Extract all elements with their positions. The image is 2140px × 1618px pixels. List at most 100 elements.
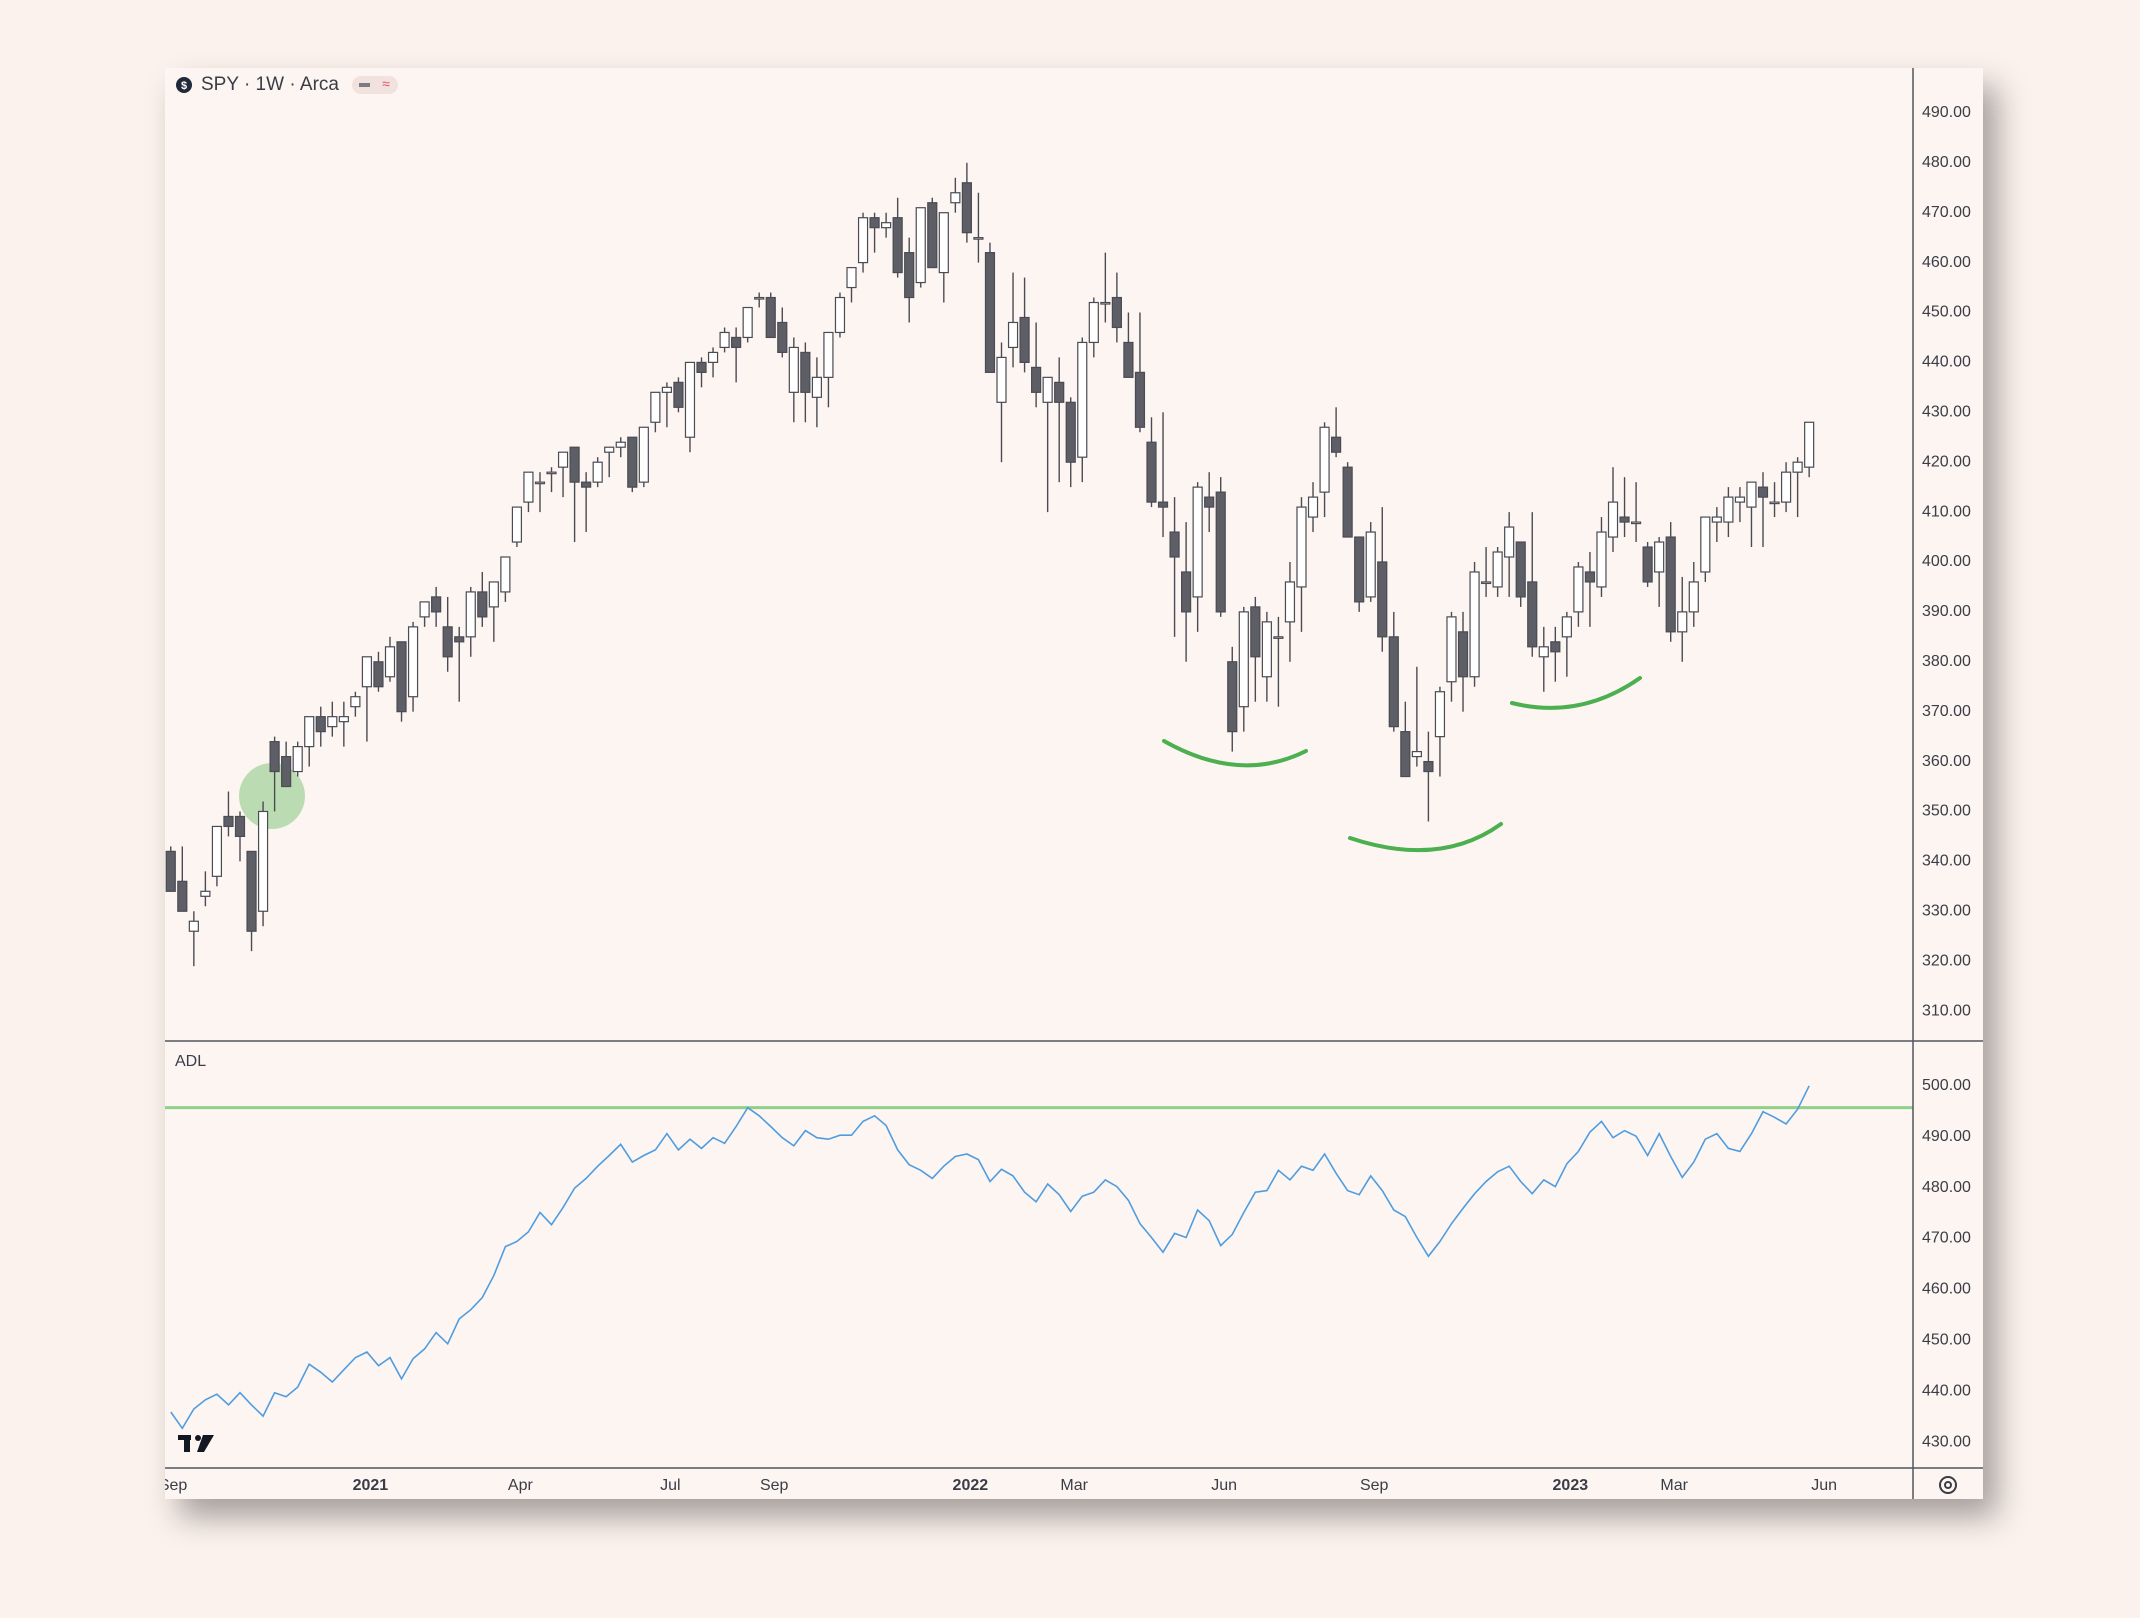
symbol-icon-glyph: $ <box>181 80 187 92</box>
candle-body <box>927 202 938 269</box>
candle-body <box>488 581 499 608</box>
candle-body <box>1192 486 1203 598</box>
price-pane <box>165 162 1815 967</box>
candle-body <box>754 296 765 300</box>
candle-body <box>419 601 430 618</box>
candle-body <box>915 207 926 284</box>
arc <box>1162 739 1308 768</box>
candle-body <box>1469 571 1480 678</box>
candle-body <box>1354 536 1365 603</box>
candle-body <box>1065 401 1076 463</box>
y-tick-label: 420.00 <box>1922 453 1971 470</box>
y-tick-label: 340.00 <box>1922 853 1971 870</box>
candle-body <box>1584 571 1596 583</box>
candle-body <box>1261 621 1272 678</box>
arc <box>1510 676 1642 710</box>
candle-body <box>984 252 996 373</box>
candle-body <box>823 331 834 378</box>
candle-body <box>1215 491 1226 613</box>
candle-body <box>1746 481 1757 508</box>
candle-body <box>1134 371 1146 428</box>
candle-body <box>581 481 592 488</box>
candle-body <box>315 716 326 733</box>
candle-body <box>1550 641 1561 653</box>
candle-body <box>1007 321 1019 349</box>
candle-body <box>1804 421 1815 468</box>
candle-body <box>1227 661 1238 733</box>
y-tick-label: 470.00 <box>1922 204 1971 221</box>
y-tick-label: 390.00 <box>1922 603 1971 620</box>
status-icon: ≈ <box>382 76 390 92</box>
y-tick-label: 450.00 <box>1922 304 1971 321</box>
candle-body <box>881 222 892 229</box>
adl-pane <box>165 1085 1913 1430</box>
candle-body <box>996 356 1007 403</box>
chart-panel <box>165 68 1983 1499</box>
highlight-circle <box>239 763 305 829</box>
candle-body <box>384 646 396 678</box>
candle-body <box>938 212 949 274</box>
candle-body <box>1400 731 1411 778</box>
candle-body <box>1019 316 1030 363</box>
candle-body <box>511 506 523 543</box>
x-tick-label: 2022 <box>953 1477 989 1494</box>
candle-body <box>396 641 407 713</box>
candle-body <box>811 376 822 398</box>
y-tick-label: 380.00 <box>1922 653 1971 670</box>
candle-body <box>615 441 626 448</box>
candle-body <box>257 810 269 912</box>
candle-body <box>1307 496 1319 518</box>
candle-body <box>534 481 546 485</box>
time-axis: Sep 2021 Apr Jul Sep 2022 Mar Jun Sep 2023 Mar Jun <box>159 1477 1837 1494</box>
candle-body <box>650 391 661 423</box>
candle-body <box>361 656 373 688</box>
candle-body <box>546 471 557 475</box>
y-tick-label: 440.00 <box>1922 354 1971 371</box>
candle-body <box>592 461 603 483</box>
candle-body <box>281 755 292 788</box>
y-tick-label: 490.00 <box>1922 1128 1971 1145</box>
y-tick-label: 370.00 <box>1922 703 1971 720</box>
x-tick-label: Jun <box>1211 1477 1237 1494</box>
candle-body <box>1031 366 1042 393</box>
candle-body <box>731 336 742 349</box>
y-tick-label: 440.00 <box>1922 1382 1971 1399</box>
candle-body <box>1792 461 1803 473</box>
y-tick-label: 470.00 <box>1922 1230 1971 1247</box>
candle-body <box>304 716 315 748</box>
candle-body <box>373 661 384 688</box>
candle-body <box>1388 636 1399 728</box>
candle-body <box>1365 531 1376 598</box>
candle-body <box>523 471 534 503</box>
candle-body <box>1573 566 1584 613</box>
candle-body <box>719 331 730 349</box>
candle-body <box>788 346 799 393</box>
candle-body <box>1492 551 1503 588</box>
candle-body <box>454 636 465 643</box>
candle-body <box>1157 501 1169 508</box>
candle-body <box>765 296 776 339</box>
candle-body <box>1077 341 1088 458</box>
y-tick-label: 490.00 <box>1922 104 1971 121</box>
candle-body <box>442 626 453 658</box>
candle-body <box>1342 466 1353 538</box>
y-tick-label: 330.00 <box>1922 902 1971 919</box>
candle-body <box>1504 526 1515 558</box>
candle-body <box>1331 436 1342 453</box>
candle-body <box>569 446 580 483</box>
candle-body <box>1723 496 1734 523</box>
symbol-icon <box>176 77 192 93</box>
candle-body <box>661 386 673 393</box>
candle-body <box>696 361 707 373</box>
x-tick-label: Sep <box>159 1477 188 1494</box>
status-icon <box>359 83 370 87</box>
annotations <box>1162 676 1642 853</box>
candle-body <box>1296 506 1307 588</box>
candle-body <box>292 746 303 773</box>
candle-body <box>857 217 869 264</box>
settings-icon[interactable] <box>1939 1476 1957 1494</box>
y-tick-label: 430.00 <box>1922 404 1971 421</box>
candle-body <box>1654 541 1665 573</box>
candle-body <box>777 321 788 354</box>
